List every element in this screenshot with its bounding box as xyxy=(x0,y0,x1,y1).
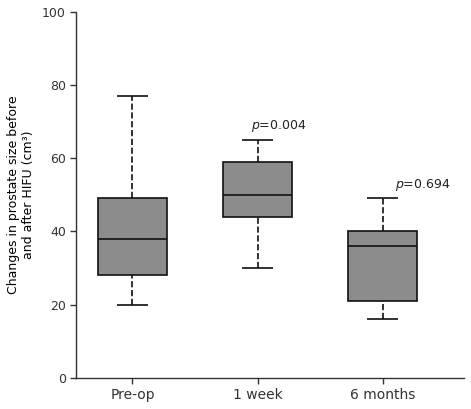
Y-axis label: Changes in prostate size before
and after HIFU (cm³): Changes in prostate size before and afte… xyxy=(7,95,35,294)
FancyBboxPatch shape xyxy=(223,162,292,217)
FancyBboxPatch shape xyxy=(349,231,417,301)
FancyBboxPatch shape xyxy=(98,198,167,275)
Text: $p$=0.004: $p$=0.004 xyxy=(252,119,307,135)
Text: $p$=0.694: $p$=0.694 xyxy=(395,177,451,193)
